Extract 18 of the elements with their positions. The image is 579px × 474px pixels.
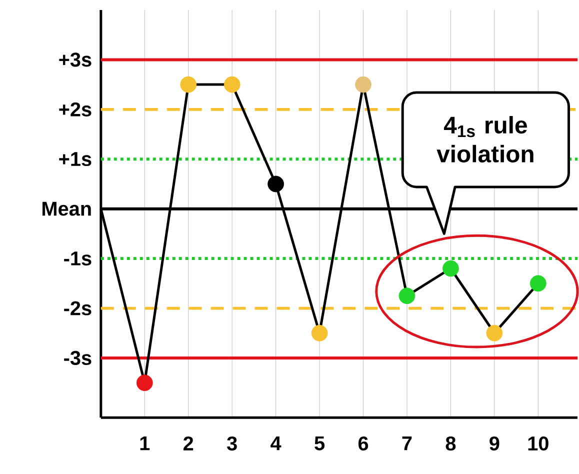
y-tick-label: -3s [64,351,92,366]
x-tick-label: 8 [446,436,456,451]
x-tick-label: 6 [358,436,368,451]
y-tick-label: +3s [59,52,92,67]
y-tick-label: -1s [64,252,92,266]
y-tick-label: +1s [59,152,92,166]
x-tick-label: 7 [402,436,412,450]
x-tick-label: 2 [184,436,194,451]
x-tick-label: 5 [314,436,325,451]
x-tick-label: 10 [528,436,548,451]
annotation: 4$_{1s}$ rule violation [436,116,534,163]
x-tick-label: 1 [140,436,150,450]
y-tick-label: +2s [59,102,92,117]
y-tick-label: Mean [42,202,91,216]
y-tick-label: -2s [64,301,92,316]
x-tick-label: 3 [227,436,237,451]
x-tick-label: 9 [490,436,500,451]
x-tick-label: 4 [270,436,282,450]
